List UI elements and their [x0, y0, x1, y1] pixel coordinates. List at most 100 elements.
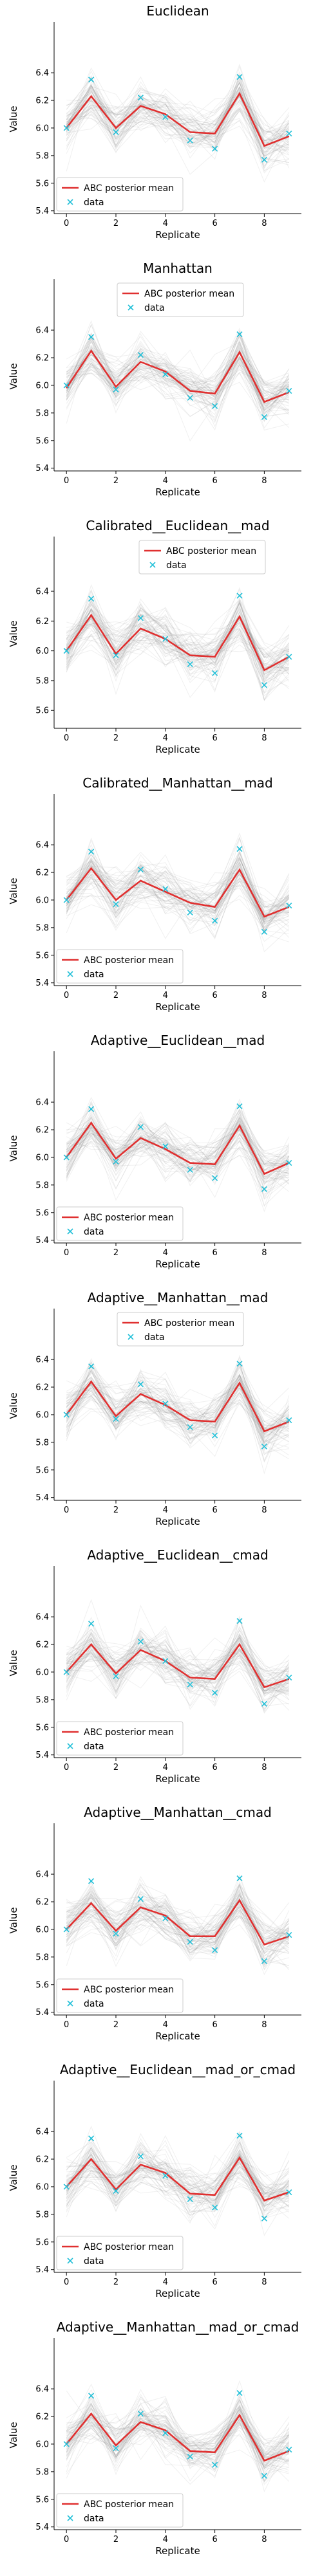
x-axis-label: Replicate	[155, 1001, 200, 1013]
data-point	[63, 1669, 70, 1675]
x-tick-label: 2	[113, 1248, 118, 1258]
data-point	[113, 652, 119, 659]
data-point	[286, 902, 292, 909]
legend: ABC posterior mean data	[56, 177, 184, 212]
y-tick-label: 6.0	[35, 381, 49, 391]
data-point	[286, 654, 292, 660]
data-point	[88, 849, 95, 855]
data-point	[63, 897, 70, 903]
data-point	[187, 137, 193, 143]
legend-mean-label: ABC posterior mean	[166, 546, 256, 557]
y-axis-label: Value	[8, 1907, 19, 1933]
legend-data-swatch	[67, 971, 73, 977]
legend-data-label: data	[84, 970, 104, 980]
data-point	[236, 331, 243, 338]
y-tick-label: 5.4	[35, 2523, 49, 2532]
data-point	[63, 1412, 70, 1418]
legend-data-swatch	[128, 304, 134, 311]
x-tick-label: 2	[113, 991, 118, 1000]
y-tick-label: 6.0	[35, 2182, 49, 2192]
y-tick-label: 5.8	[35, 676, 49, 686]
x-axis-label: Replicate	[155, 2030, 200, 2042]
data-point	[88, 1363, 95, 1370]
y-tick-label: 5.8	[35, 151, 49, 161]
panel-6: Adaptive__Manhattan__mad 5.4 5.6 5.8 6.0 6.2 6…	[8, 1290, 301, 1527]
y-axis-label: Value	[8, 1135, 19, 1161]
y-tick-label: 5.6	[35, 179, 49, 189]
y-tick-label: 6.0	[35, 1668, 49, 1677]
chart-title: Calibrated__Euclidean__mad	[86, 518, 269, 533]
data-point	[261, 2472, 267, 2479]
data-point	[162, 886, 169, 892]
legend-data-label: data	[84, 198, 104, 208]
data-point	[162, 371, 169, 378]
y-axis-label: Value	[8, 106, 19, 132]
x-tick-label: 0	[64, 2535, 69, 2544]
x-tick-label: 8	[261, 2535, 267, 2544]
data-point	[187, 1166, 193, 1173]
x-tick-label: 4	[163, 2020, 168, 2030]
x-tick-label: 8	[261, 476, 267, 486]
data-point	[212, 403, 218, 409]
y-tick-label: 6.4	[35, 1098, 49, 1108]
legend: ABC posterior mean data	[56, 1721, 184, 1756]
legend-data-label: data	[84, 2514, 104, 2524]
panel-4: Calibrated__Manhattan__mad 5.4 5.6 5.8 6.0 6.…	[8, 775, 301, 1013]
y-tick-label: 5.4	[35, 1236, 49, 1246]
data-point	[212, 1689, 218, 1696]
x-tick-label: 8	[261, 2277, 267, 2287]
legend: ABC posterior mean data	[56, 1206, 184, 1241]
y-tick-label: 6.4	[35, 1870, 49, 1880]
y-tick-label: 6.2	[35, 97, 49, 106]
x-axis-label: Replicate	[155, 744, 200, 755]
data-point	[261, 2215, 267, 2222]
data-point	[113, 901, 119, 907]
data-point	[286, 2446, 292, 2453]
data-point	[261, 156, 267, 163]
y-tick-label: 5.8	[35, 1953, 49, 1962]
x-tick-label: 4	[163, 2277, 168, 2287]
y-tick-label: 6.2	[35, 2413, 49, 2422]
x-tick-label: 8	[261, 2020, 267, 2030]
data-point	[286, 2189, 292, 2196]
panel-8: Adaptive__Manhattan__cmad 5.4 5.6 5.8 6.0 6.2…	[8, 1805, 301, 2042]
y-tick-label: 6.4	[35, 841, 49, 851]
legend-data-label: data	[144, 303, 165, 313]
data-point	[261, 1186, 267, 1192]
data-point	[261, 414, 267, 420]
y-tick-label: 6.0	[35, 1153, 49, 1163]
posterior-mean-line	[66, 1642, 290, 1689]
chart-title: Adaptive__Euclidean__mad	[91, 1033, 265, 1048]
chart-title: Calibrated__Manhattan__mad	[82, 775, 273, 791]
y-axis-label: Value	[8, 363, 19, 389]
data-point	[187, 1424, 193, 1430]
data-point	[286, 387, 292, 394]
data-point	[63, 1926, 70, 1933]
x-tick-label: 6	[212, 1505, 217, 1515]
x-axis-label: Replicate	[155, 1516, 200, 1527]
legend: ABC posterior mean data	[56, 949, 184, 984]
data-point	[162, 2173, 169, 2179]
x-tick-label: 0	[64, 733, 69, 743]
posterior-samples	[66, 584, 290, 701]
y-tick-label: 5.8	[35, 923, 49, 933]
x-tick-label: 4	[163, 733, 168, 743]
legend: ABC posterior mean data	[56, 2236, 184, 2270]
x-tick-label: 4	[163, 476, 168, 486]
panel-7: Adaptive__Euclidean__cmad 5.4 5.6 5.8 6.0 6.2…	[8, 1547, 301, 1785]
y-tick-label: 6.4	[35, 1356, 49, 1365]
chart-title: Euclidean	[146, 3, 209, 19]
y-tick-label: 5.6	[35, 1466, 49, 1475]
legend-data-label: data	[84, 2256, 104, 2267]
x-tick-label: 0	[64, 1248, 69, 1258]
x-tick-label: 4	[163, 2535, 168, 2544]
data-point	[236, 73, 243, 80]
x-tick-label: 2	[113, 219, 118, 228]
x-tick-label: 6	[212, 2020, 217, 2030]
x-tick-label: 2	[113, 733, 118, 743]
posterior-samples	[66, 1599, 290, 1714]
legend-data-label: data	[84, 1742, 104, 1752]
data-point	[187, 1938, 193, 1945]
